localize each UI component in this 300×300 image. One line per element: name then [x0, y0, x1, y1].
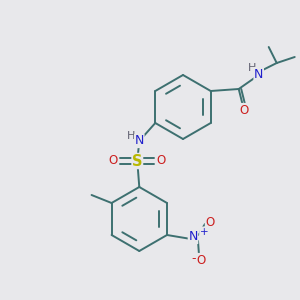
Text: N: N — [188, 230, 198, 244]
Text: O: O — [239, 103, 248, 116]
Text: O: O — [196, 254, 206, 266]
Text: O: O — [157, 154, 166, 167]
Text: N: N — [135, 134, 144, 148]
Text: H: H — [127, 131, 136, 141]
Text: O: O — [206, 217, 214, 230]
Text: O: O — [109, 154, 118, 167]
Text: H: H — [248, 63, 256, 73]
Text: S: S — [132, 154, 142, 169]
Text: -: - — [192, 253, 196, 266]
Text: +: + — [200, 227, 208, 237]
Text: N: N — [254, 68, 263, 80]
